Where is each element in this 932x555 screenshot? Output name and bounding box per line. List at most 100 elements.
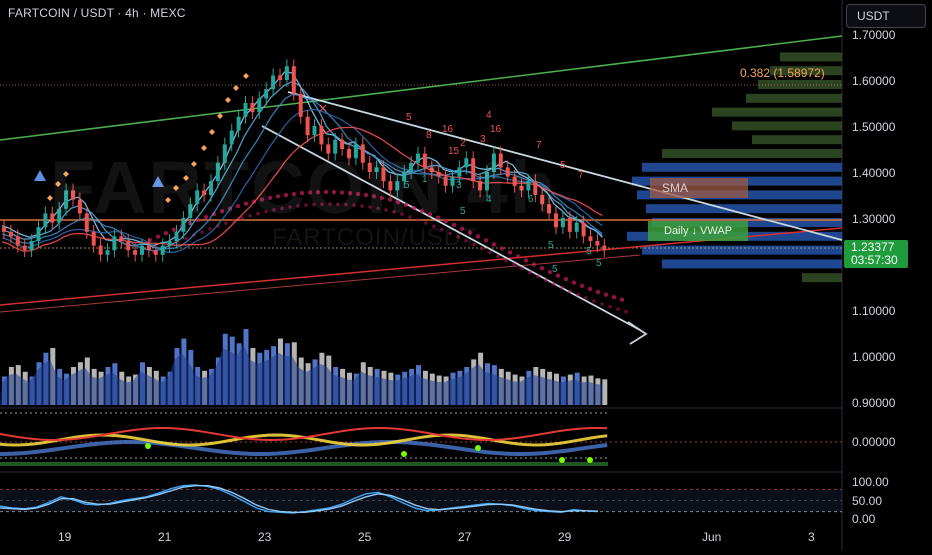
candle-body <box>105 250 110 255</box>
candle-body <box>312 126 317 136</box>
ma-dot <box>563 277 569 282</box>
ma-dot <box>267 195 273 201</box>
signal-number: 16 <box>442 124 454 135</box>
price-tick: 1.60000 <box>852 74 896 88</box>
signal-number: 5 <box>406 112 412 123</box>
candle-body <box>202 190 207 195</box>
candle-body <box>588 236 593 241</box>
candle-body <box>8 231 13 237</box>
currency-button[interactable]: USDT <box>846 4 926 28</box>
volume-profile-bar <box>662 259 842 269</box>
ma-dot <box>331 189 337 195</box>
candle-body <box>429 167 434 172</box>
chart-title: FARTCOIN / USDT · 4h · MEXC <box>8 6 186 20</box>
candle-body <box>36 227 41 241</box>
ma-dot <box>352 203 356 207</box>
candle-body <box>602 245 607 251</box>
volume-profile-bar <box>802 273 842 283</box>
volume-profile-bar <box>770 66 842 76</box>
ma-dot <box>464 238 468 243</box>
trend-line-white <box>287 91 843 241</box>
osc1-wave <box>0 426 608 441</box>
candle-body <box>133 250 138 255</box>
ma-dot <box>264 209 268 214</box>
ma-dot <box>259 197 265 202</box>
vwap-label: Daily ↓ VWAP <box>648 221 748 241</box>
candle-body <box>416 153 420 163</box>
ma-dot <box>568 289 572 294</box>
candle-body <box>581 222 586 237</box>
ma-dot <box>312 202 316 207</box>
ma-dot <box>363 192 369 198</box>
ma-dot <box>451 222 457 228</box>
signal-number: 16 <box>490 124 502 135</box>
ma-dot <box>384 208 388 212</box>
ma-dot <box>203 214 209 220</box>
ma-dot <box>195 217 201 223</box>
volume-profile-bar <box>732 121 842 131</box>
candle-body <box>457 167 462 177</box>
signal-number: 2 <box>460 138 466 149</box>
signal-number: 3 <box>456 180 462 191</box>
candle-body <box>291 66 296 94</box>
ma-dot <box>256 211 260 216</box>
signal-number: 1 <box>422 174 428 185</box>
candle-body <box>554 213 558 228</box>
osc1-wave <box>0 440 608 456</box>
volume-profile-bar <box>780 52 842 62</box>
volume-profile-bar <box>642 162 842 172</box>
candle-body <box>367 162 372 172</box>
candle-body <box>126 241 131 251</box>
osc1-tick: 0.00000 <box>852 435 896 449</box>
signal-diamond <box>165 197 171 203</box>
candle-body <box>188 204 193 218</box>
price-tick: 1.50000 <box>852 120 896 134</box>
ma-dot <box>208 227 212 231</box>
ma-dot <box>323 189 329 195</box>
date-tick: Jun <box>702 530 722 544</box>
ma-dot <box>368 205 372 209</box>
candle-body <box>153 250 158 255</box>
candle-body <box>250 103 255 113</box>
ma-dot <box>408 215 412 219</box>
ma-dot <box>347 190 353 196</box>
candle-body <box>574 222 579 232</box>
candle-body <box>526 181 531 191</box>
sma-label: SMA <box>650 178 748 198</box>
candle-body <box>140 245 144 255</box>
candle-body <box>71 190 75 200</box>
ma-dot <box>448 231 452 236</box>
date-tick: 25 <box>358 530 372 544</box>
candle-body <box>50 213 55 223</box>
candle-body <box>547 204 552 214</box>
ma-dot <box>304 203 308 207</box>
ma-dot <box>235 203 241 209</box>
osc1-dot <box>401 451 407 457</box>
candle-body <box>519 185 524 191</box>
ma-dot <box>171 227 177 232</box>
osc2-band <box>0 489 842 512</box>
candle-body <box>374 167 379 172</box>
ma-dot <box>403 202 409 208</box>
ma-dot <box>472 242 476 247</box>
moving-average <box>1 81 603 249</box>
candle-body <box>319 126 324 145</box>
candle-body <box>326 144 331 154</box>
candle-body <box>112 236 117 251</box>
candle-body <box>540 195 545 205</box>
candle-body <box>43 213 48 228</box>
date-tick: 19 <box>58 530 72 544</box>
ma-dot <box>592 299 596 303</box>
ma-dot <box>480 246 484 251</box>
signal-number: 5 <box>596 258 602 269</box>
candle-body <box>98 245 103 255</box>
price-tick: 1.00000 <box>852 350 896 364</box>
candle-body <box>91 231 96 246</box>
osc1-dot <box>587 457 593 463</box>
ma-dot <box>424 221 428 225</box>
volume-profile-bar <box>758 80 842 89</box>
ma-dot <box>499 246 505 251</box>
ma-dot <box>440 227 444 232</box>
signal-diamond <box>217 113 223 119</box>
